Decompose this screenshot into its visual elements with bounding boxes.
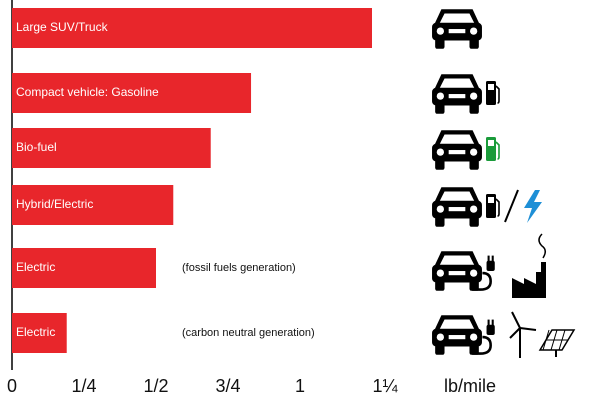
pump-icon [485,80,500,106]
solar-panel-icon [538,329,576,357]
bar [12,8,372,48]
bar-label: Bio-fuel [16,140,57,154]
x-tick-label: 1/4 [71,376,96,396]
annotation: (carbon neutral generation) [182,327,315,339]
wind-turbine-icon [509,311,537,358]
bar [12,313,67,353]
bolt-icon [524,190,542,223]
pump-icon [485,193,500,219]
bar [12,185,174,225]
factory-icon [512,262,546,298]
slash [504,189,519,223]
x-tick-label: 0 [7,376,17,396]
car-icon [432,251,482,291]
car-icon [432,130,482,170]
x-axis-label: lb/mile [444,376,496,396]
bar-label: Large SUV/Truck [16,20,109,34]
car-icon [432,9,482,49]
bar-label: Electric [16,260,55,274]
icons [432,9,576,358]
bar-label: Compact vehicle: Gasoline [16,85,159,99]
x-tick-label: 1¼ [372,376,398,396]
car-icon [432,74,482,114]
bar-label: Hybrid/Electric [16,197,93,211]
annotation: (fossil fuels generation) [182,262,296,274]
bar [12,73,252,113]
car-icon [432,315,482,355]
bar-label: Electric [16,325,55,339]
pump-icon [485,136,500,162]
car-icon [432,187,482,227]
x-tick-label: 3/4 [215,376,240,396]
bar [12,128,211,168]
x-tick-label: 1/2 [143,376,168,396]
bar [12,248,156,288]
x-tick-label: 1 [295,376,305,396]
smoke [538,233,546,259]
